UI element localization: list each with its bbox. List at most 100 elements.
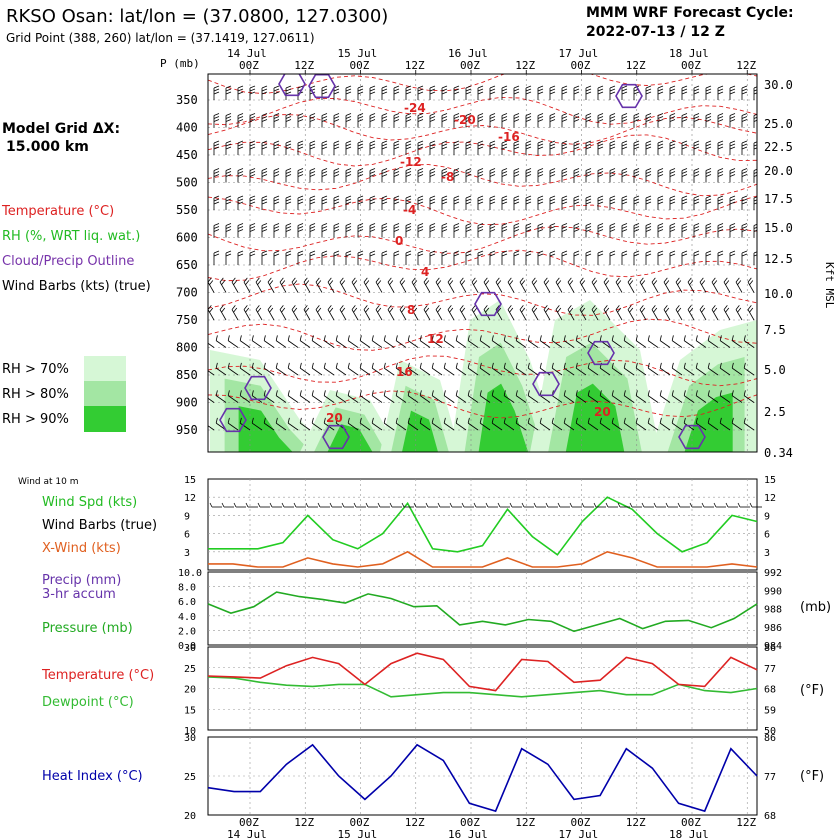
wind-barb (731, 335, 743, 348)
wind-barb (633, 140, 640, 155)
wind-barb (471, 277, 479, 293)
wind-barb (681, 250, 688, 265)
rh70-label: RH > 70% (2, 362, 69, 377)
wind-barb (549, 250, 556, 265)
wind-barb (503, 390, 515, 403)
wind-barb (623, 362, 635, 376)
wind-barb (621, 195, 628, 210)
wind-barb (599, 417, 611, 431)
temperature-legend: Temperature (°C) (1, 204, 114, 219)
wind-barb (213, 113, 220, 128)
wind-barb (573, 85, 580, 100)
wind-barb (609, 250, 616, 265)
wind-barb (597, 195, 604, 210)
wind-barb (627, 277, 635, 293)
wind-barb (537, 223, 544, 238)
pressure-tick-label: 750 (176, 313, 198, 327)
wind-barb (225, 168, 232, 183)
wind-barb (707, 417, 719, 431)
panel-frame (207, 478, 758, 571)
surface-wind-barb-feather (749, 502, 753, 508)
cloud-outline (322, 424, 350, 450)
top-day-label: 15 Jul (338, 47, 378, 60)
wind-barb (477, 140, 484, 155)
model-grid-label: Model Grid ΔX: (2, 121, 120, 137)
wind-barb (489, 195, 496, 210)
wind-barb (507, 305, 515, 321)
wind-barb (333, 195, 340, 210)
wind-barb (419, 335, 431, 348)
wind-barb (227, 417, 239, 431)
surface-wind-barb-feather (725, 502, 729, 508)
wind-barb (603, 305, 611, 321)
temperature-contour-label: -8 (441, 170, 454, 184)
wind-barb (455, 417, 467, 431)
wind-barb (239, 362, 251, 376)
wind-barb (359, 417, 371, 431)
wind-barb (479, 417, 491, 431)
wind-barb (465, 223, 472, 238)
wind-barb (441, 85, 448, 100)
pressure-tick-label: 900 (176, 396, 198, 410)
left-tick-label: 12 (184, 493, 196, 504)
wind-barb (333, 223, 340, 238)
bottom-day-label: 15 Jul (338, 828, 378, 840)
surface-wind-barb-feather (377, 502, 381, 508)
right-tick-label: 68 (764, 685, 776, 696)
wind-barb (237, 113, 244, 128)
surface-wind-barb-feather (557, 502, 561, 508)
wind-barb (555, 277, 563, 293)
wind-barb (345, 223, 352, 238)
wind-barb (573, 195, 580, 210)
wind-barb (635, 362, 647, 376)
surface-wind-barb-feather (617, 502, 621, 508)
wind-barb (323, 390, 335, 403)
wind-barb (669, 223, 676, 238)
wind-barb (717, 223, 724, 238)
top-day-label: 18 Jul (669, 47, 709, 60)
wind-barb (585, 85, 592, 100)
wind-barb (407, 417, 419, 431)
height-tick-label: 12.5 (764, 252, 793, 266)
wind-barb (237, 140, 244, 155)
wind-barb (411, 277, 419, 293)
wind-barb (693, 250, 700, 265)
wind-barb (587, 417, 599, 431)
bottom-time-tick-label: 12Z (405, 816, 425, 829)
temperature-contour (208, 163, 757, 197)
wind-barb (431, 390, 443, 403)
wind-barb (208, 395, 215, 403)
wind-barb (597, 85, 604, 100)
wind-barb (501, 223, 508, 238)
left-tick-label: 25 (184, 664, 196, 675)
wind-barb (239, 335, 251, 348)
wind-barb (515, 390, 527, 403)
wind-barb (435, 277, 443, 293)
wind-barb (303, 277, 311, 293)
right-tick-label: 77 (764, 772, 776, 783)
wind-barb (591, 277, 599, 293)
wind-barb (443, 335, 455, 348)
wind-barb (575, 362, 587, 376)
wind-barb (465, 113, 472, 128)
wind-barb (453, 113, 460, 128)
wind-barb (465, 85, 472, 100)
wind-barb (453, 140, 460, 155)
temperature-contour-label: -16 (498, 130, 520, 144)
pressure-tick-label: 400 (176, 121, 198, 135)
wind-barb (333, 168, 340, 183)
left-tick-label: 0.0 (178, 641, 196, 652)
wind-barb (513, 223, 520, 238)
wind-barb (597, 140, 604, 155)
wind-barb (525, 195, 532, 210)
wind-barb (527, 335, 539, 348)
wind-barb (321, 113, 328, 128)
wind-barb (303, 305, 311, 321)
wind-barb (525, 250, 532, 265)
wind-barb (515, 362, 527, 376)
wind-barb (657, 250, 664, 265)
wind-barb (741, 195, 748, 210)
wind-barb (719, 417, 731, 431)
wind-barb (381, 140, 388, 155)
wind-barb (429, 195, 436, 210)
